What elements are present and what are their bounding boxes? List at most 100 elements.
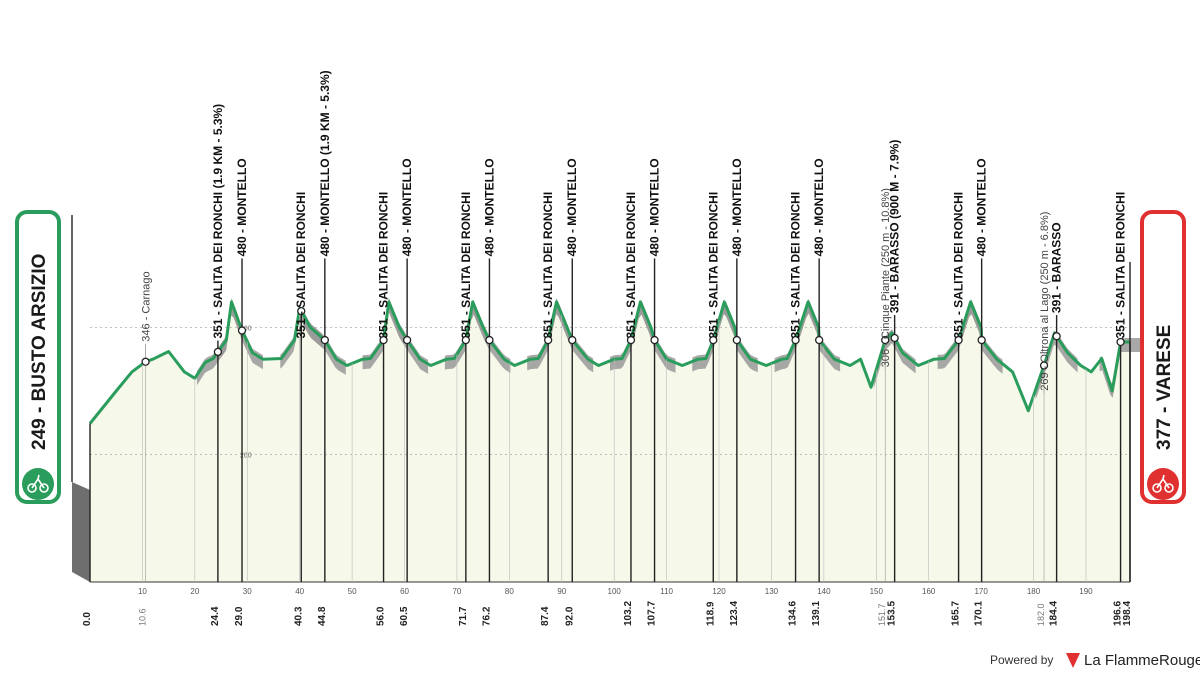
- climb-label-11: 351 - SALITA DEI RONCHI: [624, 192, 638, 339]
- climb-label-18: 391 - BARASSO (900 M - 7.9%): [888, 140, 902, 313]
- climb-label-7: 351 - SALITA DEI RONCHI: [459, 192, 473, 339]
- climb-shade-8: [527, 300, 570, 371]
- brand-name: La FlammeRouge: [1084, 652, 1200, 669]
- km-label-17: 139.1: [811, 601, 822, 626]
- x-tick-80: 80: [505, 587, 514, 596]
- climb-dot-4: [320, 335, 329, 345]
- climb-label-5: 351 - SALITA DEI RONCHI: [377, 192, 391, 339]
- y-tick-400: 400: [240, 325, 252, 332]
- x-tick-180: 180: [1027, 587, 1041, 596]
- powered-by-text: Powered by: [990, 653, 1053, 667]
- y-tick-200: 200: [240, 453, 252, 460]
- climb-label-6: 480 - MONTELLO: [400, 158, 414, 256]
- climb-label-17: 306 - Cinque Piante (250 m - 10.8%): [880, 188, 892, 367]
- climb-dot-19: [954, 335, 963, 345]
- finish-bike-icon: [1147, 468, 1179, 500]
- grid-lines: 200 400: [90, 325, 1130, 460]
- x-tick-130: 130: [765, 587, 779, 596]
- climb-label-3: 351 - SALITA DEI RONCHI: [294, 192, 308, 339]
- km-label-22: 182.0: [1036, 603, 1046, 626]
- climb-dot-2: [237, 326, 247, 335]
- climb-label-10: 480 - MONTELLO: [565, 158, 579, 256]
- km-label-12: 103.2: [623, 601, 634, 626]
- km-label-8: 71.7: [458, 606, 469, 626]
- climb-label-14: 480 - MONTELLO: [730, 158, 744, 256]
- climb-label-22: 391 - BARASSO: [1050, 222, 1064, 313]
- x-tick-100: 100: [608, 587, 622, 596]
- climb-dot-0: [141, 357, 150, 366]
- km-label-11: 92.0: [564, 606, 575, 626]
- km-label-18: 151.7: [877, 603, 887, 626]
- climb-label-12: 480 - MONTELLO: [648, 158, 662, 256]
- x-tick-170: 170: [974, 587, 988, 596]
- finish-banner-label: 377 - VARESE: [1154, 325, 1175, 450]
- climb-label-20: 480 - MONTELLO: [975, 158, 989, 256]
- climb-dot-21: [1039, 361, 1049, 370]
- finish-banner-frame: [1140, 210, 1186, 504]
- climb-dot-23: [1116, 337, 1125, 347]
- climb-label-15: 351 - SALITA DEI RONCHI: [789, 192, 803, 339]
- climb-dot-11: [626, 335, 636, 345]
- climb-dot-9: [543, 335, 553, 345]
- km-label-3: 29.0: [234, 606, 245, 626]
- climb-label-21: 269 - Oltrona al Lago (250 m - 6.8%): [1039, 212, 1051, 391]
- x-tick-150: 150: [870, 587, 884, 596]
- km-label-9: 76.2: [481, 606, 492, 626]
- km-label-24: 196.6: [1113, 601, 1124, 626]
- climb-dot-8: [485, 335, 494, 345]
- climb-dot-15: [791, 335, 800, 345]
- x-tick-90: 90: [557, 587, 566, 596]
- start-bike-icon-frame: [31, 474, 45, 489]
- flamme-rouge-logo-icon: [1066, 653, 1080, 668]
- climb-label-0: 346 - Carnago: [141, 271, 153, 341]
- start-wedge: [72, 482, 90, 582]
- climb-dot-12: [650, 335, 659, 345]
- start-bike-icon-wheel-front: [39, 483, 49, 493]
- climb-label-23: 351 - SALITA DEI RONCHI: [1114, 192, 1128, 339]
- km-label-13: 107.7: [647, 601, 658, 626]
- km-label-15: 123.4: [729, 601, 740, 626]
- climb-dot-14: [732, 335, 742, 345]
- climb-dot-7: [461, 335, 470, 345]
- climb-label-2: 480 - MONTELLO: [235, 158, 249, 256]
- climb-label-16: 480 - MONTELLO: [812, 158, 826, 256]
- km-label-2: 24.4: [210, 606, 221, 626]
- km-label-21: 170.1: [974, 601, 985, 626]
- x-tick-10: 10: [138, 587, 147, 596]
- route-line-path: [88, 300, 1130, 425]
- climb-label-13: 351 - SALITA DEI RONCHI: [706, 192, 720, 339]
- finish-bike-icon-wheel-front: [1164, 483, 1174, 493]
- climb-label-1: 351 - SALITA DEI RONCHI (1.9 KM - 5.3%): [211, 104, 225, 339]
- climb-label-8: 480 - MONTELLO: [482, 158, 496, 256]
- route-line: [88, 300, 1130, 425]
- x-tick-40: 40: [295, 587, 304, 596]
- climb-shade-2: [280, 307, 323, 369]
- start-banner-label: 249 - BUSTO ARSIZIO: [29, 254, 50, 450]
- km-label-25: 198.4: [1122, 601, 1133, 626]
- climb-dot-3: [297, 306, 306, 316]
- start-banner: 249 - BUSTO ARSIZIO: [15, 210, 61, 504]
- climb-dot-22: [1052, 332, 1061, 341]
- x-tick-160: 160: [922, 587, 936, 596]
- finish-bike-icon-frame: [1156, 474, 1170, 489]
- x-tick-110: 110: [660, 587, 673, 596]
- x-tick-190: 190: [1079, 587, 1093, 596]
- km-label-7: 60.5: [399, 606, 410, 626]
- km-label-23: 184.4: [1049, 601, 1060, 626]
- km-label-20: 165.7: [951, 601, 962, 626]
- climb-label-9: 351 - SALITA DEI RONCHI: [541, 192, 555, 339]
- climb-dot-18: [890, 333, 899, 343]
- km-label-1: 10.6: [138, 608, 148, 626]
- km-label-19: 153.5: [887, 601, 898, 626]
- profile-fill: [90, 301, 1130, 582]
- climb-markers: 346 - Carnago 351 - SALITA DEI RONCHI (1.…: [71, 70, 1131, 582]
- x-tick-20: 20: [190, 587, 199, 596]
- x-tick-120: 120: [712, 587, 726, 596]
- climb-shade-12: [692, 299, 735, 372]
- km-label-4: 40.3: [293, 606, 304, 626]
- climb-label-19: 351 - SALITA DEI RONCHI: [952, 192, 966, 339]
- finish-bike-icon-wheel-back: [1152, 483, 1162, 493]
- x-tick-70: 70: [452, 587, 461, 596]
- x-tick-50: 50: [348, 587, 357, 596]
